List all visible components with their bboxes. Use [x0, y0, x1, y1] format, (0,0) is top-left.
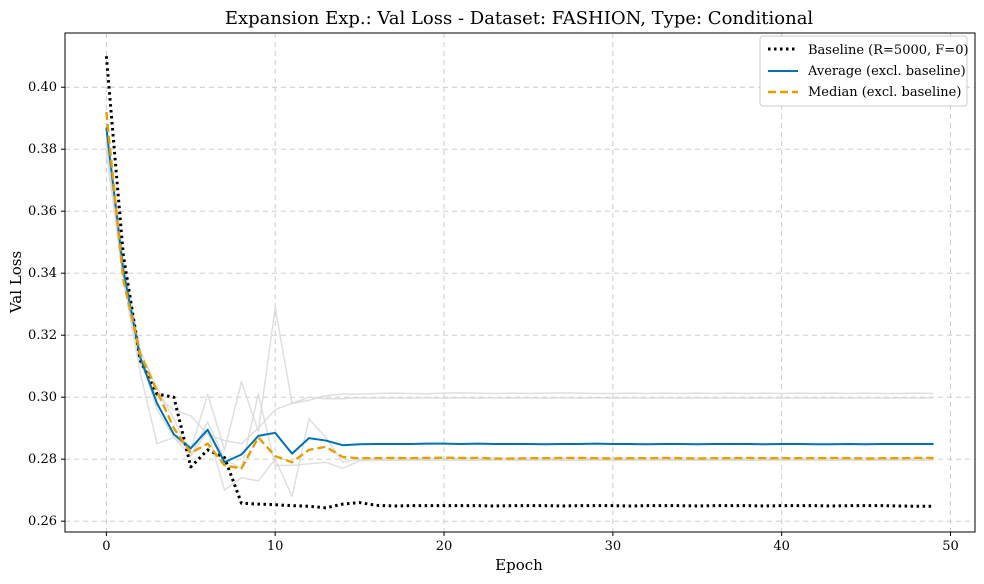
y-axis-ticks: 0.26 0.28 0.30 0.32 0.34 0.36 0.38 0.40	[28, 80, 65, 529]
x-tick-label: 40	[773, 539, 790, 554]
x-axis-ticks: 0 10 20 30 40 50	[102, 532, 959, 554]
x-tick-label: 10	[267, 539, 284, 554]
y-tick-label: 0.36	[28, 204, 57, 219]
x-tick-label: 50	[942, 539, 959, 554]
y-axis-label: Val Loss	[7, 251, 25, 314]
y-tick-label: 0.32	[28, 328, 57, 343]
y-tick-label: 0.34	[28, 266, 57, 281]
x-tick-label: 30	[605, 539, 622, 554]
series-line-individual	[105, 130, 934, 470]
series-lines	[104, 56, 934, 510]
y-tick-label: 0.40	[28, 80, 57, 95]
series-line-baseline	[104, 56, 934, 510]
series-line-individual	[105, 142, 934, 445]
grid-lines	[65, 33, 975, 532]
series-line-average	[105, 127, 934, 464]
series-line-median	[105, 111, 934, 470]
x-axis-label: Epoch	[495, 556, 543, 574]
chart-title: Expansion Exp.: Val Loss - Dataset: FASH…	[225, 8, 814, 29]
x-tick-label: 20	[436, 539, 453, 554]
legend-label-average: Average (excl. baseline)	[807, 64, 966, 79]
y-tick-label: 0.38	[28, 142, 57, 157]
series-line-individual	[105, 152, 934, 451]
x-tick-label: 0	[102, 539, 110, 554]
legend-label-baseline: Baseline (R=5000, F=0)	[808, 43, 969, 58]
y-tick-label: 0.26	[28, 514, 57, 529]
legend-box	[759, 35, 968, 107]
legend-label-median: Median (excl. baseline)	[808, 85, 961, 100]
y-tick-label: 0.28	[28, 452, 57, 467]
series-line-individual	[105, 136, 934, 498]
legend: Baseline (R=5000, F=0) Average (excl. ba…	[759, 35, 969, 107]
plot-area-frame	[64, 32, 976, 533]
y-tick-label: 0.30	[28, 390, 57, 405]
